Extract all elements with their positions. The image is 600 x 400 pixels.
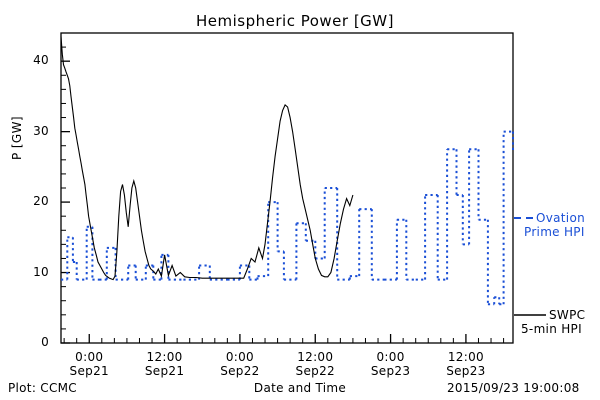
legend-swpc-line2: 5-min HPI — [521, 322, 582, 336]
y-tick-label: 0 — [41, 335, 49, 349]
x-axis-label: Date and Time — [253, 381, 347, 395]
x-tick-label: Sep23 — [370, 364, 411, 378]
legend-ovation-line1: Ovation — [536, 211, 585, 225]
chart-title: Hemispheric Power [GW] — [196, 12, 394, 30]
x-tick-label: 0:00 — [376, 350, 405, 364]
timestamp: 2015/09/23 19:00:08 — [447, 381, 580, 395]
x-tick-label: 0:00 — [75, 350, 104, 364]
x-tick-label: Sep22 — [295, 364, 335, 378]
x-tick-label: 12:00 — [297, 350, 334, 364]
legend-ovation-line2: Prime HPI — [524, 225, 585, 239]
y-tick-label: 10 — [33, 264, 49, 279]
y-tick-label: 40 — [33, 53, 49, 68]
x-tick-label: Sep21 — [144, 364, 185, 378]
y-tick-label: 30 — [33, 123, 49, 138]
x-tick-label: Sep23 — [446, 364, 486, 378]
x-tick-label: 12:00 — [146, 350, 183, 364]
plot-credit: Plot: CCMC — [8, 381, 77, 395]
x-tick-label: Sep21 — [69, 364, 109, 378]
legend-swpc-line1: SWPC — [549, 308, 586, 322]
y-tick-label: 20 — [33, 194, 49, 209]
x-tick-label: Sep22 — [220, 364, 260, 378]
x-tick-label: 0:00 — [225, 350, 254, 364]
x-tick-label: 12:00 — [447, 350, 484, 364]
